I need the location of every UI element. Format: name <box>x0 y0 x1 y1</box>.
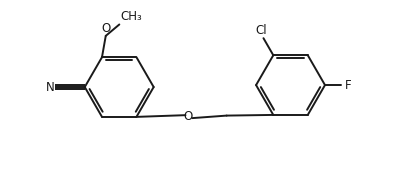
Text: O: O <box>101 22 110 35</box>
Text: N: N <box>45 80 54 94</box>
Text: Cl: Cl <box>256 24 267 37</box>
Text: F: F <box>345 79 351 92</box>
Text: O: O <box>184 110 193 123</box>
Text: CH₃: CH₃ <box>120 10 142 22</box>
